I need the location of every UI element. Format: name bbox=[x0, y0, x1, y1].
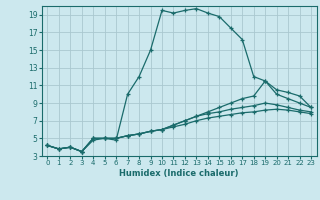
X-axis label: Humidex (Indice chaleur): Humidex (Indice chaleur) bbox=[119, 169, 239, 178]
